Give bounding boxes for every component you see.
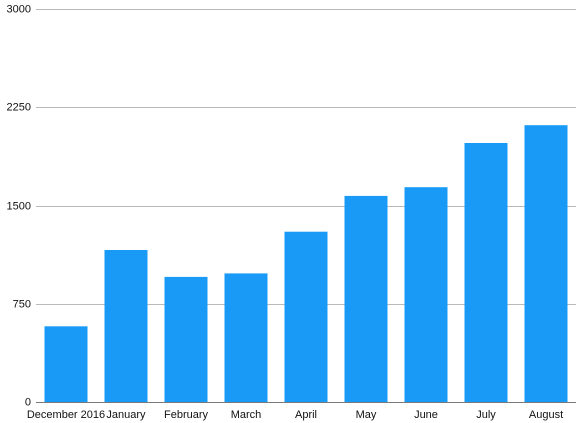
- x-tick-label: February: [164, 409, 209, 421]
- bar-5: [344, 195, 388, 402]
- bar-6: [404, 187, 448, 402]
- y-tick-label: 0: [25, 396, 31, 408]
- y-axis-tick-labels: 0 750 1500 2250 3000: [7, 3, 31, 408]
- bar-2: [164, 276, 208, 402]
- y-tick-label: 2250: [7, 101, 31, 113]
- x-tick-label: March: [231, 409, 262, 421]
- y-tick-label: 1500: [7, 200, 31, 212]
- x-tick-label: July: [476, 409, 496, 421]
- x-tick-label: December 2016: [27, 409, 105, 421]
- x-tick-label: August: [529, 409, 563, 421]
- x-axis-tick-labels: December 2016 January February March April Ma…: [27, 409, 563, 421]
- bar-8: [524, 125, 568, 402]
- y-tick-label: 750: [13, 298, 31, 310]
- bars: [44, 125, 568, 402]
- bar-1: [104, 250, 148, 402]
- bar-3: [224, 273, 268, 402]
- x-tick-label: April: [295, 409, 317, 421]
- x-tick-label: June: [414, 409, 438, 421]
- bar-7: [464, 143, 508, 402]
- x-tick-label: January: [106, 409, 146, 421]
- x-tick-label: May: [356, 409, 377, 421]
- bar-4: [284, 231, 328, 402]
- bar-0: [44, 326, 88, 402]
- y-tick-label: 3000: [7, 3, 31, 15]
